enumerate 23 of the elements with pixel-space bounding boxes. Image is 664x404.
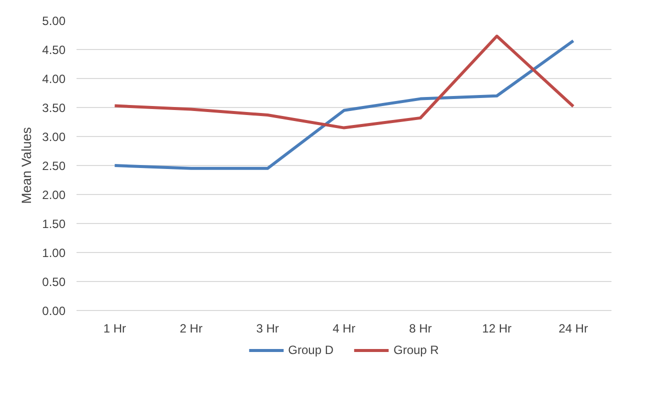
y-tick-label: 3.50 (42, 101, 66, 115)
x-tick-label: 3 Hr (256, 322, 279, 336)
y-tick-label: 0.50 (42, 275, 66, 289)
x-tick-label: 12 Hr (482, 322, 512, 336)
y-tick-label: 3.00 (42, 130, 66, 144)
y-tick-label: 2.50 (42, 159, 66, 173)
legend-label: Group R (394, 343, 439, 357)
y-axis-title: Mean Values (19, 126, 34, 204)
line-series (113, 39, 575, 170)
y-tick-label: 1.00 (42, 246, 66, 260)
x-tick-label: 8 Hr (409, 322, 432, 336)
x-tick-label: 4 Hr (332, 322, 356, 336)
y-tick-label: 1.50 (42, 217, 66, 231)
y-tick-label: 4.00 (42, 72, 66, 86)
x-tick-label: 24 Hr (558, 322, 588, 336)
x-tick-label: 1 Hr (103, 322, 126, 336)
y-tick-label: 2.00 (42, 188, 66, 202)
y-tick-label: 0.00 (42, 304, 66, 318)
y-tick-label: 4.50 (42, 43, 66, 57)
x-tick-label: 2 Hr (180, 322, 202, 336)
line-series (113, 34, 575, 130)
legend-label: Group D (288, 343, 334, 357)
y-tick-label: 5.00 (42, 14, 66, 28)
